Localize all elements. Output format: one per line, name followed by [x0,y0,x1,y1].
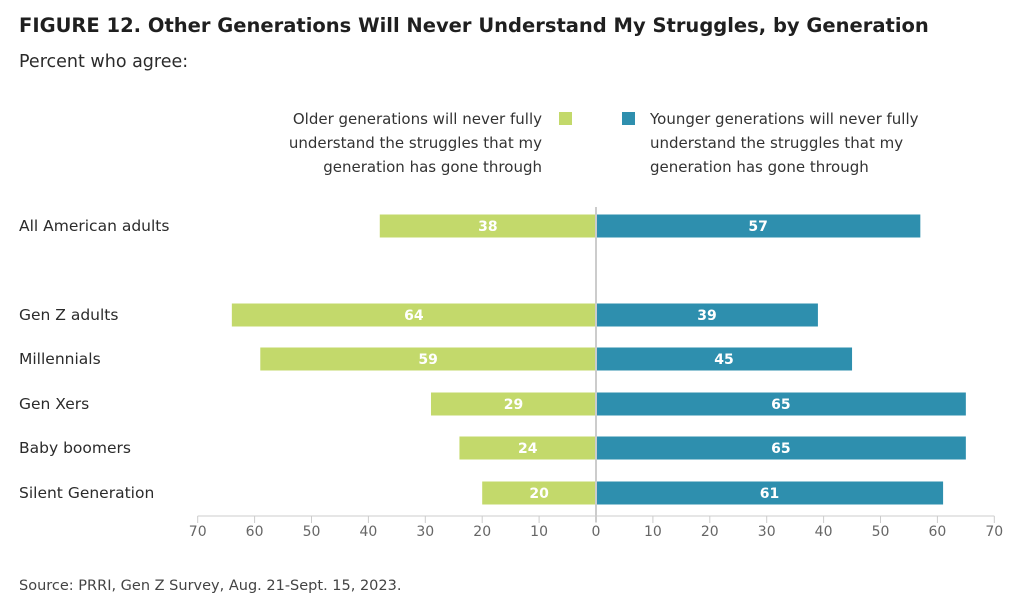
bar-younger [596,436,966,460]
x-tick-label: 70 [189,524,207,540]
x-tick-label: 20 [701,524,719,540]
data-label-younger: 39 [697,308,716,324]
data-label-younger: 45 [714,352,733,368]
data-label-older: 59 [418,352,437,368]
category-label: Silent Generation [19,484,154,502]
x-tick-label: 30 [416,524,434,540]
data-label-younger: 65 [771,441,790,457]
bar-older [459,436,596,460]
data-label-older: 38 [478,219,497,235]
bar-younger [596,303,818,327]
bar-older [430,392,596,416]
chart-title: FIGURE 12. Other Generations Will Never … [19,14,929,37]
x-tick-label: 40 [359,524,377,540]
legend-label-older: Older generations will never fully under… [288,110,542,176]
bar-older [482,481,596,505]
x-tick-label: 10 [644,524,662,540]
legend-swatch-older [559,112,572,125]
bar-younger [596,481,944,505]
bar-older [379,214,596,238]
legend-swatch-younger [622,112,635,125]
category-label: Millennials [19,350,101,368]
bar-younger [596,347,853,371]
data-label-older: 24 [518,441,538,457]
data-label-older: 20 [529,486,549,502]
data-label-younger: 65 [771,397,790,413]
legend-label-younger: Younger generations will never fully und… [650,110,919,176]
x-tick-label: 60 [246,524,264,540]
x-tick-label: 60 [928,524,946,540]
data-label-younger: 57 [748,219,767,235]
chart-subtitle: Percent who agree: [19,52,189,72]
category-label: All American adults [19,217,169,235]
x-tick-label: 10 [530,524,548,540]
x-tick-label: 70 [985,524,1003,540]
bar-younger [596,392,966,416]
x-tick-label: 50 [872,524,890,540]
category-label: Baby boomers [19,439,131,457]
source-note: Source: PRRI, Gen Z Survey, Aug. 21-Sept… [19,578,402,594]
bar-older [260,347,596,371]
category-label: Gen Xers [19,395,89,413]
x-tick-label: 50 [303,524,321,540]
bar-older [231,303,596,327]
x-tick-label: 40 [815,524,833,540]
data-label-younger: 61 [760,486,779,502]
data-label-older: 29 [504,397,523,413]
x-tick-label: 30 [758,524,776,540]
x-tick-label: 20 [473,524,491,540]
x-tick-label: 0 [592,524,601,540]
data-label-older: 64 [404,308,424,324]
category-label: Gen Z adults [19,306,118,324]
bar-younger [596,214,921,238]
